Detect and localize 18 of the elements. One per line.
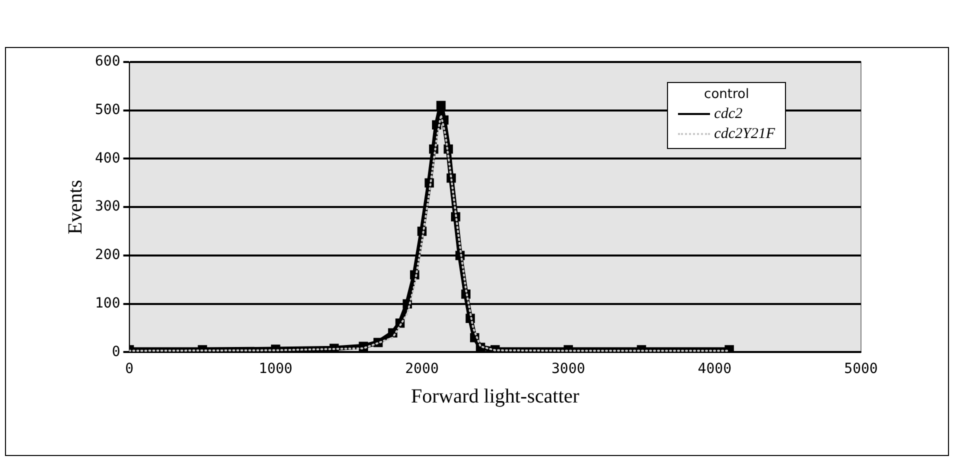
x-tick-label: 5000 (844, 361, 878, 378)
x-axis-title: Forward light-scatter (411, 385, 580, 408)
x-tick-label: 2000 (405, 361, 439, 378)
y-tick-label: 300 (94, 198, 120, 215)
y-tick-label: 600 (94, 54, 120, 70)
legend-title: control (703, 87, 750, 102)
y-tick-label: 0 (112, 344, 120, 360)
legend-label: cdc2 (714, 106, 742, 122)
x-tick-label: 4000 (698, 361, 732, 378)
y-tick-label: 500 (94, 102, 120, 118)
legend-label: cdc2Y21F (714, 126, 775, 142)
y-axis-title: Events (64, 180, 86, 234)
x-tick-label: 3000 (551, 361, 586, 378)
x-tick-label: 0 (125, 361, 134, 378)
x-tick-label: 1000 (258, 361, 292, 378)
y-tick-label: 400 (94, 150, 120, 166)
y-tick-label: 100 (94, 295, 120, 312)
y-tick-label: 200 (94, 247, 120, 264)
